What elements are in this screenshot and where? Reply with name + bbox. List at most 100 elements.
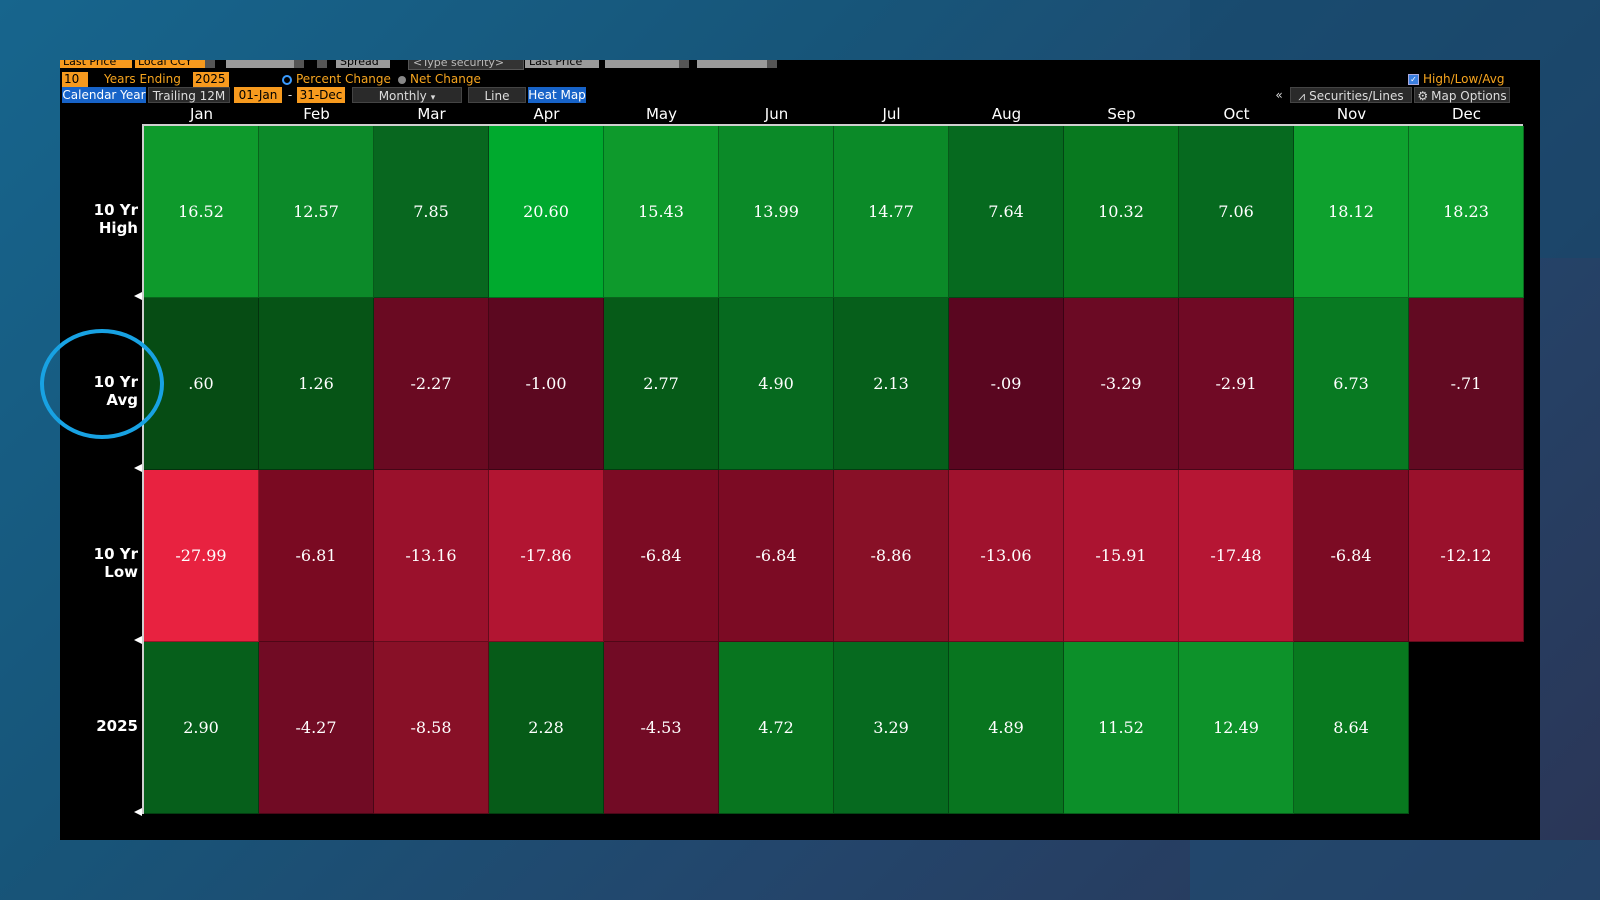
chevron-down-icon[interactable] — [294, 60, 304, 68]
heat-map-cell[interactable]: 15.43 — [604, 126, 719, 298]
heat-map-cell[interactable]: 12.57 — [259, 126, 374, 298]
blank-field[interactable] — [605, 60, 679, 68]
heat-map-cell[interactable]: -6.84 — [719, 470, 834, 642]
radio-selected-icon — [282, 74, 292, 85]
blank-field[interactable] — [697, 60, 767, 68]
years-ending-label: Years Ending — [104, 72, 181, 86]
trailing-12m-button[interactable]: Trailing 12M — [148, 87, 230, 103]
row-resize-arrow-icon[interactable] — [134, 292, 142, 300]
heat-map-cell[interactable]: -17.48 — [1179, 470, 1294, 642]
percent-change-radio[interactable]: Percent Change — [282, 71, 391, 87]
heat-map-cell[interactable]: -15.91 — [1064, 470, 1179, 642]
month-header: Dec — [1451, 105, 1482, 123]
heat-map-cell[interactable]: 13.99 — [719, 126, 834, 298]
heat-map-cell[interactable]: -12.12 — [1409, 470, 1524, 642]
heat-map-cell[interactable]: -8.58 — [374, 642, 489, 814]
currency-select[interactable]: Local CCY — [135, 60, 211, 68]
heat-map-cell[interactable]: 2.77 — [604, 298, 719, 470]
heat-map-cell[interactable]: 2.90 — [144, 642, 259, 814]
background-panel — [1190, 840, 1600, 900]
price-field2-select[interactable]: Last Price — [525, 60, 599, 68]
month-header: Aug — [991, 105, 1022, 123]
heat-map-cell[interactable]: 4.89 — [949, 642, 1064, 814]
month-header: Jul — [882, 105, 901, 123]
heat-map-cell[interactable]: -6.84 — [1294, 470, 1409, 642]
calendar-year-button[interactable]: Calendar Year — [62, 87, 146, 103]
heat-map-cell[interactable]: 20.60 — [489, 126, 604, 298]
heat-map-cell[interactable]: 12.49 — [1179, 642, 1294, 814]
security-input[interactable]: <Type security> — [408, 60, 524, 70]
heat-map-cell[interactable]: -.71 — [1409, 298, 1524, 470]
heat-map-cell[interactable]: 4.72 — [719, 642, 834, 814]
heat-map-cell[interactable]: -4.27 — [259, 642, 374, 814]
years-input[interactable]: 10 — [62, 72, 88, 88]
chart-line-icon: ⩘ — [1298, 89, 1306, 103]
heat-map-cell[interactable]: -8.86 — [834, 470, 949, 642]
month-header: Sep — [1107, 105, 1136, 123]
heat-map-cell[interactable]: 6.73 — [1294, 298, 1409, 470]
price-field-select[interactable]: Last Price — [60, 60, 132, 68]
heat-map-cell[interactable]: 10.32 — [1064, 126, 1179, 298]
heat-map-cell[interactable]: -17.86 — [489, 470, 604, 642]
spread-select[interactable]: Spread — [336, 60, 390, 68]
terminal-window: Last Price Local CCY Spread <Type securi… — [60, 60, 1540, 840]
chevron-down-icon: ▾ — [430, 93, 436, 103]
month-header: Oct — [1223, 105, 1250, 123]
heat-map-button[interactable]: Heat Map — [528, 87, 586, 103]
heat-map-cell[interactable]: 2.13 — [834, 298, 949, 470]
heat-map-cell[interactable]: 8.64 — [1294, 642, 1409, 814]
heat-map-cell[interactable]: -2.27 — [374, 298, 489, 470]
heat-map-cell[interactable]: 1.26 — [259, 298, 374, 470]
heat-map-cell[interactable]: -13.06 — [949, 470, 1064, 642]
heat-map-cell[interactable] — [1409, 642, 1524, 814]
date-separator: - — [287, 88, 293, 102]
heat-map-cell[interactable]: -4.53 — [604, 642, 719, 814]
header-rule — [143, 124, 1523, 126]
heat-map-cell[interactable]: -6.84 — [604, 470, 719, 642]
start-date-input[interactable]: 01-Jan — [234, 87, 282, 103]
heat-map-cell[interactable]: 7.64 — [949, 126, 1064, 298]
heat-map-cell[interactable]: 7.85 — [374, 126, 489, 298]
high-low-avg-checkbox[interactable]: ✓ High/Low/Avg — [1408, 71, 1505, 87]
row-resize-arrow-icon[interactable] — [134, 808, 142, 816]
heat-map-cell[interactable]: 3.29 — [834, 642, 949, 814]
row-resize-arrow-icon[interactable] — [134, 464, 142, 472]
collapse-button[interactable]: « — [1275, 88, 1283, 102]
securities-lines-button[interactable]: ⩘ Securities/Lines — [1290, 87, 1412, 103]
checkbox-checked-icon: ✓ — [1408, 74, 1419, 85]
heat-map-cell[interactable]: -.09 — [949, 298, 1064, 470]
checkbox[interactable] — [317, 60, 327, 68]
heat-map-cell[interactable]: .60 — [144, 298, 259, 470]
heat-map-cell[interactable]: -27.99 — [144, 470, 259, 642]
year-end-input[interactable]: 2025 — [193, 72, 229, 88]
heat-map-cell[interactable]: -3.29 — [1064, 298, 1179, 470]
row-label: 10 Yr Low — [93, 545, 138, 581]
row-resize-arrow-icon[interactable] — [134, 636, 142, 644]
heat-map-cell[interactable]: -1.00 — [489, 298, 604, 470]
blank-field[interactable] — [226, 60, 294, 68]
heat-map-cell[interactable]: 14.77 — [834, 126, 949, 298]
month-header: Jun — [764, 105, 789, 123]
chevron-down-icon[interactable] — [767, 60, 777, 68]
line-view-button[interactable]: Line — [468, 87, 526, 103]
heat-map-cell[interactable]: 4.90 — [719, 298, 834, 470]
heat-map-cell[interactable]: 11.52 — [1064, 642, 1179, 814]
heat-map-cell[interactable]: 16.52 — [144, 126, 259, 298]
end-date-input[interactable]: 31-Dec — [297, 87, 345, 103]
heat-map-cell[interactable]: -13.16 — [374, 470, 489, 642]
period-select[interactable]: Monthly ▾ — [352, 87, 462, 103]
chevron-down-icon[interactable] — [205, 60, 215, 68]
heat-map-cell[interactable]: -2.91 — [1179, 298, 1294, 470]
heat-map-cell[interactable]: 7.06 — [1179, 126, 1294, 298]
net-change-radio[interactable]: Net Change — [398, 71, 481, 87]
heat-map-cell[interactable]: 18.12 — [1294, 126, 1409, 298]
toolbar-view: Calendar Year Trailing 12M 01-Jan - 31-D… — [60, 87, 1540, 103]
heat-map-cell[interactable]: 18.23 — [1409, 126, 1524, 298]
month-header: Mar — [417, 105, 446, 123]
row-axis — [142, 124, 144, 814]
heat-map-cell[interactable]: 2.28 — [489, 642, 604, 814]
map-options-button[interactable]: ⚙ Map Options — [1414, 87, 1510, 103]
heat-map-cell[interactable]: -6.81 — [259, 470, 374, 642]
chevron-down-icon[interactable] — [679, 60, 689, 68]
month-header: Feb — [303, 105, 330, 123]
